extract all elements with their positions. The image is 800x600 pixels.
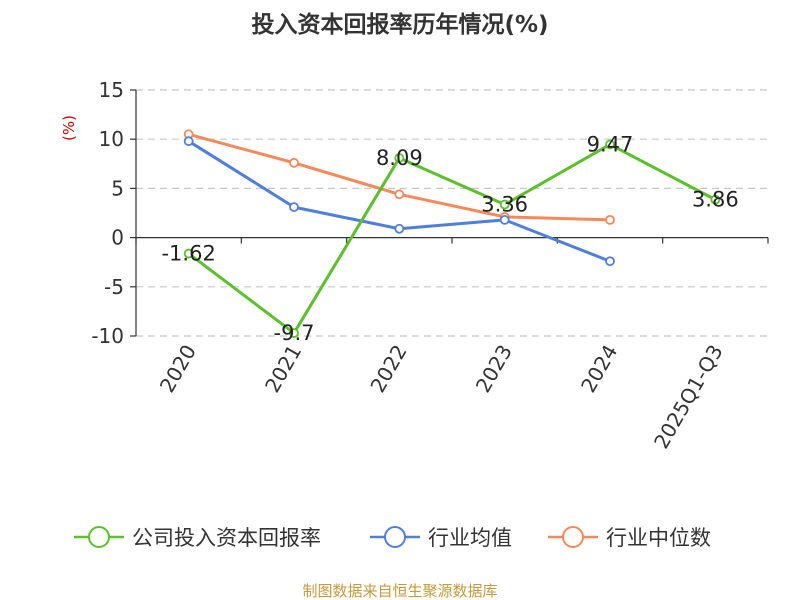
data-label: 8.09 bbox=[376, 146, 423, 170]
data-point bbox=[605, 139, 615, 150]
data-label: 3.86 bbox=[692, 188, 739, 212]
x-tick-label: 2021 bbox=[260, 341, 306, 397]
grid-lines bbox=[136, 89, 768, 337]
legend-label: 行业中位数 bbox=[606, 526, 711, 550]
y-tick-label: 15 bbox=[99, 78, 124, 102]
data-point bbox=[289, 157, 299, 168]
data-label: -9.7 bbox=[274, 321, 315, 345]
y-tick-label: 5 bbox=[111, 176, 124, 200]
data-point bbox=[605, 256, 615, 267]
legend-marker bbox=[384, 526, 406, 548]
data-point bbox=[499, 199, 510, 210]
data-point bbox=[499, 214, 510, 225]
data-point bbox=[289, 328, 299, 338]
legend-label: 公司投入资本回报率 bbox=[132, 526, 321, 550]
x-tick-label: 2025Q1-Q3 bbox=[649, 341, 728, 453]
series-group bbox=[183, 129, 721, 338]
y-tick-label: 10 bbox=[99, 127, 124, 151]
x-tick-label: 2020 bbox=[155, 341, 201, 397]
source-note: 制图数据来自恒生聚源数据库 bbox=[302, 582, 497, 600]
data-point bbox=[289, 202, 299, 212]
data-label: -1.62 bbox=[161, 242, 215, 266]
y-tick-label: 0 bbox=[111, 226, 124, 250]
x-tick-label: 2022 bbox=[365, 341, 411, 397]
legend-marker bbox=[562, 526, 584, 548]
legend-marker bbox=[88, 526, 110, 548]
chart-title: 投入资本回报率历年情况(%) bbox=[251, 11, 548, 38]
data-point bbox=[394, 189, 405, 200]
data-label: 3.36 bbox=[481, 193, 528, 217]
x-tick-label: 2024 bbox=[576, 341, 622, 397]
series-line bbox=[187, 142, 717, 335]
data-labels: -1.62 -9.7 8.09 3.36 9.47 3.86 bbox=[161, 132, 738, 345]
legend: 公司投入资本回报率 行业均值 行业中位数 bbox=[74, 526, 711, 550]
data-point bbox=[394, 223, 405, 234]
y-tick-label: -10 bbox=[91, 324, 124, 348]
data-point bbox=[605, 214, 615, 225]
x-tick-label: 2023 bbox=[471, 341, 517, 397]
y-tick-label: -5 bbox=[104, 275, 124, 299]
data-point bbox=[183, 136, 194, 147]
data-point bbox=[394, 153, 405, 163]
data-point bbox=[710, 194, 721, 205]
legend-label: 行业均值 bbox=[428, 526, 512, 550]
y-axis-unit: (%) bbox=[60, 115, 78, 141]
data-point bbox=[183, 248, 194, 259]
data-label: 9.47 bbox=[587, 132, 634, 156]
